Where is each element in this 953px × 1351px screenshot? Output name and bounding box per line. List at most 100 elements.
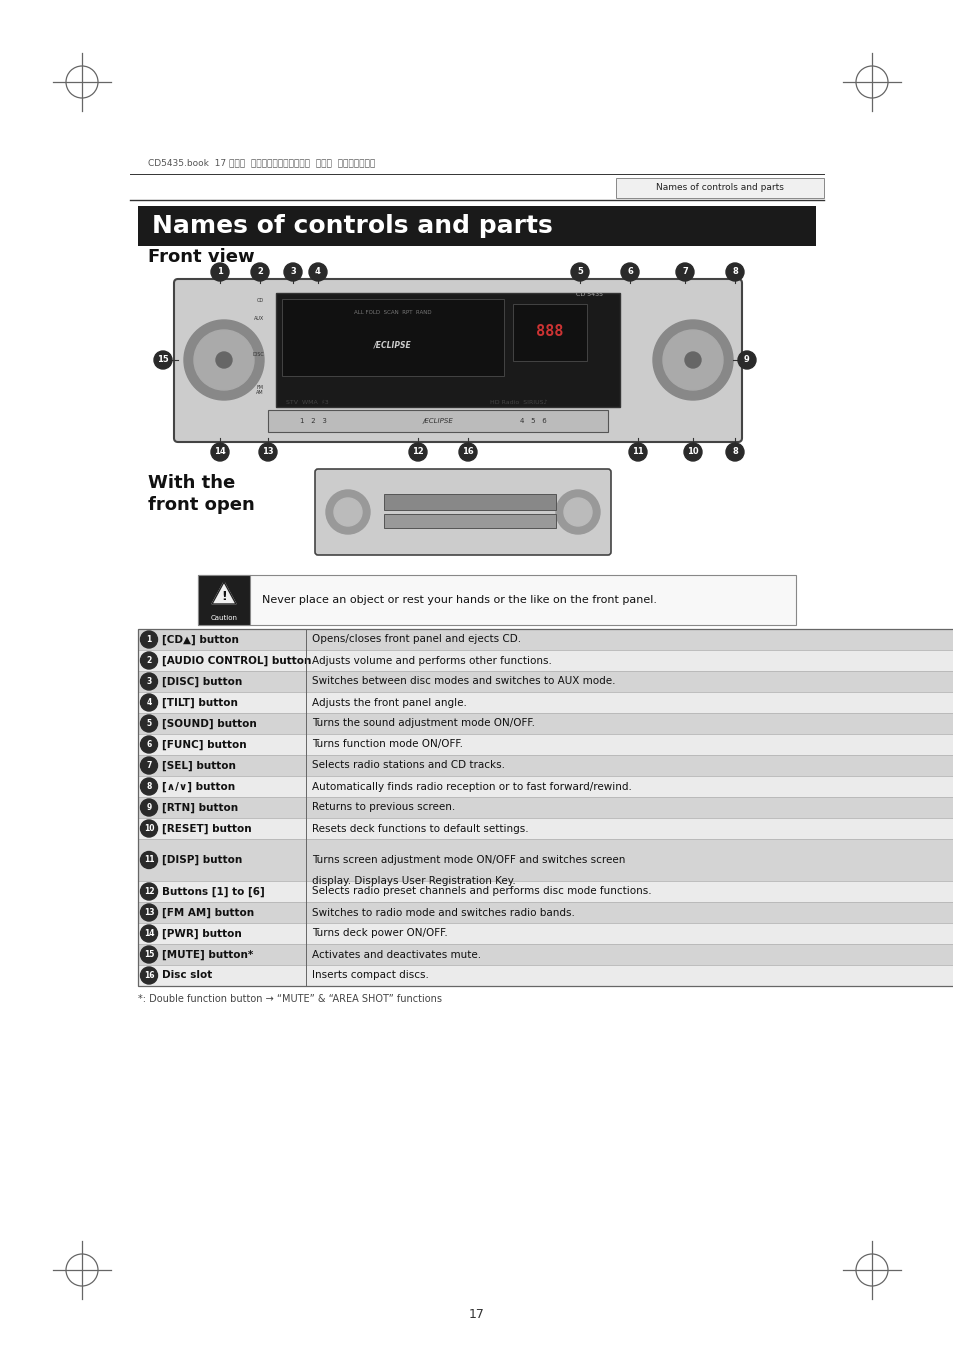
Text: 5: 5 xyxy=(146,719,152,728)
Text: 13: 13 xyxy=(144,908,154,917)
Text: Turns the sound adjustment mode ON/OFF.: Turns the sound adjustment mode ON/OFF. xyxy=(312,719,535,728)
Text: 10: 10 xyxy=(144,824,154,834)
Text: 14: 14 xyxy=(213,447,226,457)
Circle shape xyxy=(556,490,599,534)
Text: [FUNC] button: [FUNC] button xyxy=(162,739,247,750)
Text: Front view: Front view xyxy=(148,249,254,266)
Circle shape xyxy=(140,904,157,921)
Circle shape xyxy=(140,884,157,900)
Circle shape xyxy=(140,736,157,753)
Text: FM
AM: FM AM xyxy=(256,385,264,396)
Text: [RTN] button: [RTN] button xyxy=(162,802,238,813)
Text: 4: 4 xyxy=(146,698,152,707)
Text: /ECLIPSE: /ECLIPSE xyxy=(422,417,453,424)
Text: [PWR] button: [PWR] button xyxy=(162,928,241,939)
Text: 16: 16 xyxy=(461,447,474,457)
Text: 1: 1 xyxy=(217,267,223,277)
Text: 3: 3 xyxy=(290,267,295,277)
Circle shape xyxy=(683,443,701,461)
Text: Switches between disc modes and switches to AUX mode.: Switches between disc modes and switches… xyxy=(312,677,615,686)
FancyBboxPatch shape xyxy=(138,692,953,713)
Text: [DISP] button: [DISP] button xyxy=(162,855,242,865)
Text: Disc slot: Disc slot xyxy=(162,970,212,981)
Text: 17: 17 xyxy=(469,1308,484,1321)
Text: AUX: AUX xyxy=(253,316,264,320)
Text: [SEL] button: [SEL] button xyxy=(162,761,235,770)
FancyBboxPatch shape xyxy=(138,817,953,839)
Text: Switches to radio mode and switches radio bands.: Switches to radio mode and switches radi… xyxy=(312,908,575,917)
Circle shape xyxy=(652,320,732,400)
Text: 15: 15 xyxy=(157,355,169,365)
Circle shape xyxy=(738,351,755,369)
Text: 8: 8 xyxy=(146,782,152,790)
Text: DISC: DISC xyxy=(252,351,264,357)
Text: ALL FOLD  SCAN  RPT  RAND: ALL FOLD SCAN RPT RAND xyxy=(354,309,432,315)
Circle shape xyxy=(684,353,700,367)
Text: 1: 1 xyxy=(146,635,152,644)
FancyBboxPatch shape xyxy=(513,304,586,361)
FancyBboxPatch shape xyxy=(138,630,953,650)
Text: [TILT] button: [TILT] button xyxy=(162,697,237,708)
Text: 2: 2 xyxy=(146,657,152,665)
Text: Activates and deactivates mute.: Activates and deactivates mute. xyxy=(312,950,480,959)
Text: Adjusts the front panel angle.: Adjusts the front panel angle. xyxy=(312,697,466,708)
Text: Names of controls and parts: Names of controls and parts xyxy=(152,213,552,238)
FancyBboxPatch shape xyxy=(138,734,953,755)
FancyBboxPatch shape xyxy=(384,513,556,528)
Text: display. Displays User Registration Key.: display. Displays User Registration Key. xyxy=(312,875,516,886)
Text: STV  WMA  ♯3: STV WMA ♯3 xyxy=(286,400,329,404)
Circle shape xyxy=(326,490,370,534)
Circle shape xyxy=(140,757,157,774)
Circle shape xyxy=(153,351,172,369)
Text: 6: 6 xyxy=(146,740,152,748)
Text: [CD▲] button: [CD▲] button xyxy=(162,635,238,644)
FancyBboxPatch shape xyxy=(138,205,815,246)
Text: Caution: Caution xyxy=(211,615,237,621)
Text: Returns to previous screen.: Returns to previous screen. xyxy=(312,802,455,812)
FancyBboxPatch shape xyxy=(138,944,953,965)
Text: Turns deck power ON/OFF.: Turns deck power ON/OFF. xyxy=(312,928,447,939)
FancyBboxPatch shape xyxy=(198,576,795,626)
Text: Turns screen adjustment mode ON/OFF and switches screen: Turns screen adjustment mode ON/OFF and … xyxy=(312,855,625,865)
FancyBboxPatch shape xyxy=(198,576,250,626)
Text: *: Double function button → “MUTE” & “AREA SHOT” functions: *: Double function button → “MUTE” & “AR… xyxy=(138,994,441,1004)
Text: 6: 6 xyxy=(626,267,632,277)
Circle shape xyxy=(284,263,302,281)
Circle shape xyxy=(251,263,269,281)
Text: 9: 9 xyxy=(743,355,749,365)
Circle shape xyxy=(676,263,693,281)
Text: [DISC] button: [DISC] button xyxy=(162,677,242,686)
Text: CD5435.book  17 ページ  ２００４年１２月１１日  土曜日  午後５時２９分: CD5435.book 17 ページ ２００４年１２月１１日 土曜日 午後５時２… xyxy=(148,158,375,168)
Text: Resets deck functions to default settings.: Resets deck functions to default setting… xyxy=(312,824,528,834)
Text: 7: 7 xyxy=(681,267,687,277)
FancyBboxPatch shape xyxy=(138,881,953,902)
FancyBboxPatch shape xyxy=(138,713,953,734)
Text: CD 5435: CD 5435 xyxy=(576,293,603,297)
Text: 7: 7 xyxy=(146,761,152,770)
Circle shape xyxy=(184,320,264,400)
Text: front open: front open xyxy=(148,496,254,513)
Circle shape xyxy=(140,673,157,690)
Text: Buttons [1] to [6]: Buttons [1] to [6] xyxy=(162,886,265,897)
Circle shape xyxy=(140,925,157,942)
Circle shape xyxy=(211,263,229,281)
Text: Never place an object or rest your hands or the like on the front panel.: Never place an object or rest your hands… xyxy=(262,594,657,605)
Text: 888: 888 xyxy=(536,324,563,339)
FancyBboxPatch shape xyxy=(268,409,607,432)
Text: 12: 12 xyxy=(144,888,154,896)
Text: 1   2   3: 1 2 3 xyxy=(299,417,327,424)
Circle shape xyxy=(140,653,157,669)
Circle shape xyxy=(140,851,157,869)
FancyBboxPatch shape xyxy=(138,650,953,671)
Text: 3: 3 xyxy=(146,677,152,686)
Circle shape xyxy=(725,443,743,461)
Circle shape xyxy=(211,443,229,461)
Text: Turns function mode ON/OFF.: Turns function mode ON/OFF. xyxy=(312,739,462,750)
Circle shape xyxy=(140,715,157,732)
Text: [∧/∨] button: [∧/∨] button xyxy=(162,781,234,792)
Text: /ECLIPSE: /ECLIPSE xyxy=(374,340,412,350)
FancyBboxPatch shape xyxy=(138,755,953,775)
Circle shape xyxy=(458,443,476,461)
Text: 11: 11 xyxy=(144,855,154,865)
Text: [AUDIO CONTROL] button: [AUDIO CONTROL] button xyxy=(162,655,311,666)
